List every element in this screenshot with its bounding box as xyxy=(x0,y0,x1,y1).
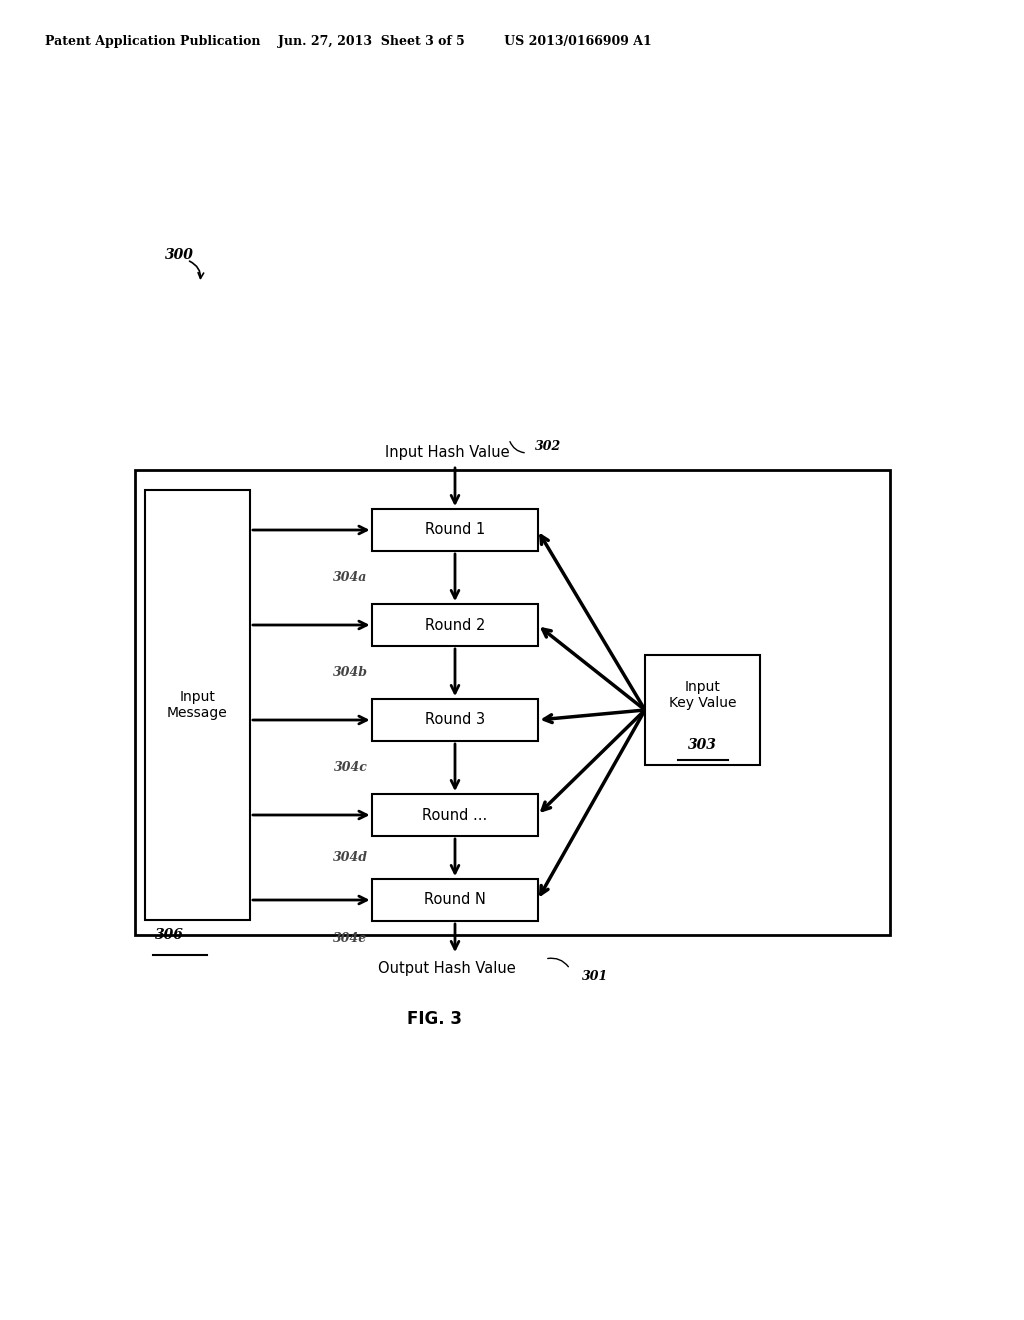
Text: 304c: 304c xyxy=(334,762,368,774)
Text: Round 3: Round 3 xyxy=(425,713,485,727)
Text: Round N: Round N xyxy=(424,892,486,908)
Bar xyxy=(645,655,760,766)
Text: Input Hash Value: Input Hash Value xyxy=(385,445,509,459)
Text: 304e: 304e xyxy=(333,932,368,945)
Text: Round 1: Round 1 xyxy=(425,523,485,537)
Bar xyxy=(373,605,538,645)
Text: FIG. 3: FIG. 3 xyxy=(408,1010,463,1028)
Bar xyxy=(145,490,250,920)
Text: Patent Application Publication    Jun. 27, 2013  Sheet 3 of 5         US 2013/01: Patent Application Publication Jun. 27, … xyxy=(45,36,651,48)
Bar xyxy=(373,795,538,836)
Text: 302: 302 xyxy=(535,441,561,454)
Bar xyxy=(135,470,890,935)
Bar xyxy=(373,700,538,741)
Bar xyxy=(373,879,538,921)
Text: Input
Key Value: Input Key Value xyxy=(669,680,736,710)
Text: 300: 300 xyxy=(165,248,194,261)
Text: 306: 306 xyxy=(155,928,184,942)
Bar xyxy=(373,510,538,550)
Text: Input
Message: Input Message xyxy=(167,690,228,721)
Text: 304d: 304d xyxy=(333,851,368,865)
Text: 303: 303 xyxy=(688,738,717,752)
Text: Round ...: Round ... xyxy=(422,808,487,822)
Text: Round 2: Round 2 xyxy=(425,618,485,632)
Text: 301: 301 xyxy=(582,970,608,983)
Text: 304b: 304b xyxy=(333,667,368,678)
Text: Output Hash Value: Output Hash Value xyxy=(378,961,516,975)
Text: 304a: 304a xyxy=(333,572,368,583)
